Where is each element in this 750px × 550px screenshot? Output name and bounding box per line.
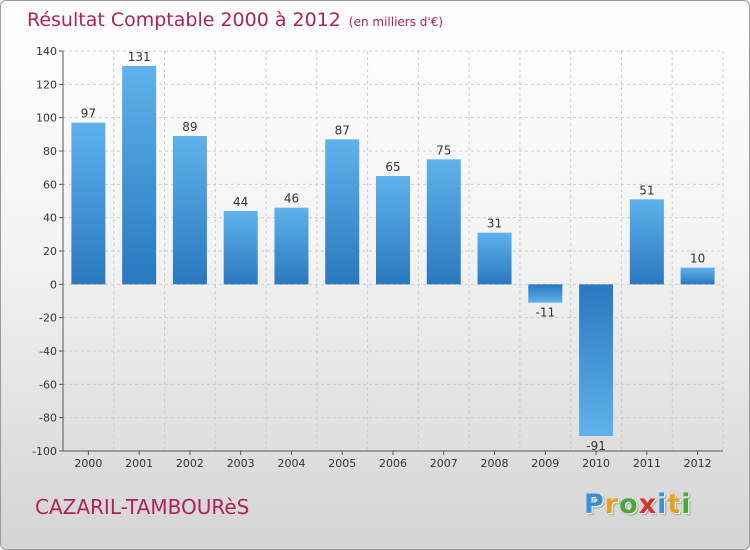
data-label: -11 bbox=[536, 306, 556, 320]
logo-letter: i bbox=[657, 489, 668, 520]
x-tick-label: 2012 bbox=[684, 457, 712, 470]
bar bbox=[172, 136, 207, 285]
data-label: -91 bbox=[586, 439, 606, 453]
logo-letter: o bbox=[619, 489, 639, 520]
y-tick-label: 20 bbox=[43, 245, 57, 258]
bar bbox=[426, 159, 461, 285]
data-label: 46 bbox=[284, 192, 299, 206]
bar bbox=[71, 122, 106, 285]
x-tick-label: 2001 bbox=[125, 457, 153, 470]
logo-letter: t bbox=[667, 489, 682, 520]
y-tick-label: -20 bbox=[39, 312, 57, 325]
bar bbox=[122, 66, 157, 285]
data-label: 97 bbox=[81, 107, 96, 121]
logo-letter: r bbox=[604, 489, 620, 520]
bar bbox=[477, 232, 512, 285]
x-tick-label: 2007 bbox=[430, 457, 458, 470]
y-tick-label: -40 bbox=[39, 345, 57, 358]
data-label: 87 bbox=[335, 123, 350, 137]
data-label: 75 bbox=[436, 143, 451, 157]
logo-letter: i bbox=[681, 489, 692, 520]
data-label: 31 bbox=[487, 217, 502, 231]
bars bbox=[71, 66, 715, 436]
data-label: 10 bbox=[690, 252, 705, 266]
bar bbox=[629, 199, 664, 285]
bar bbox=[376, 176, 410, 285]
logo-letter: P bbox=[584, 489, 605, 520]
y-tick-label: 120 bbox=[36, 78, 57, 91]
x-tick-label: 2002 bbox=[176, 457, 204, 470]
chart-subtitle: (en milliers d'€) bbox=[348, 15, 444, 29]
data-label: 44 bbox=[233, 195, 248, 209]
x-tick-label: 2008 bbox=[481, 457, 509, 470]
y-tick-label: 140 bbox=[36, 45, 57, 58]
x-tick-label: 2009 bbox=[531, 457, 559, 470]
data-label: 65 bbox=[385, 160, 400, 174]
data-label: 131 bbox=[128, 50, 151, 64]
x-tick-label: 2000 bbox=[74, 457, 102, 470]
chart-title: Résultat Comptable 2000 à 2012 (en millie… bbox=[27, 9, 443, 31]
bar bbox=[223, 211, 258, 285]
y-tick-label: -100 bbox=[32, 445, 57, 458]
bar bbox=[325, 139, 360, 285]
y-tick-label: 40 bbox=[43, 212, 57, 225]
y-tick-label: -60 bbox=[39, 378, 57, 391]
value-labels: 97 131 89 44 46 87 65 75 31 -11 -91 51 10 bbox=[81, 50, 706, 453]
x-tick-label: 2006 bbox=[379, 457, 407, 470]
data-label: 51 bbox=[639, 183, 654, 197]
bar bbox=[680, 267, 715, 285]
y-tick-label: -80 bbox=[39, 412, 57, 425]
proxiti-logo: Proxiti bbox=[584, 489, 692, 520]
commune-name: CAZARIL-TAMBOURèS bbox=[35, 495, 250, 519]
bar bbox=[528, 284, 563, 303]
data-label: 89 bbox=[182, 120, 197, 134]
x-tick-label: 2010 bbox=[582, 457, 610, 470]
x-tick-label: 2003 bbox=[227, 457, 255, 470]
x-tick-label: 2004 bbox=[277, 457, 305, 470]
x-tick-label: 2011 bbox=[633, 457, 661, 470]
axes: -100 -80 -60 -40 -20 0 20 40 60 80 100 120 140 2000 20… bbox=[32, 45, 723, 470]
logo-letter: x bbox=[638, 489, 658, 520]
x-tick-label: 2005 bbox=[328, 457, 356, 470]
bar bbox=[579, 284, 614, 436]
y-tick-label: 80 bbox=[43, 145, 57, 158]
y-tick-label: 60 bbox=[43, 178, 57, 191]
bar bbox=[274, 207, 309, 285]
title-text: Résultat Comptable 2000 à 2012 bbox=[27, 9, 341, 31]
y-tick-label: 0 bbox=[50, 278, 57, 291]
y-tick-label: 100 bbox=[36, 112, 57, 125]
